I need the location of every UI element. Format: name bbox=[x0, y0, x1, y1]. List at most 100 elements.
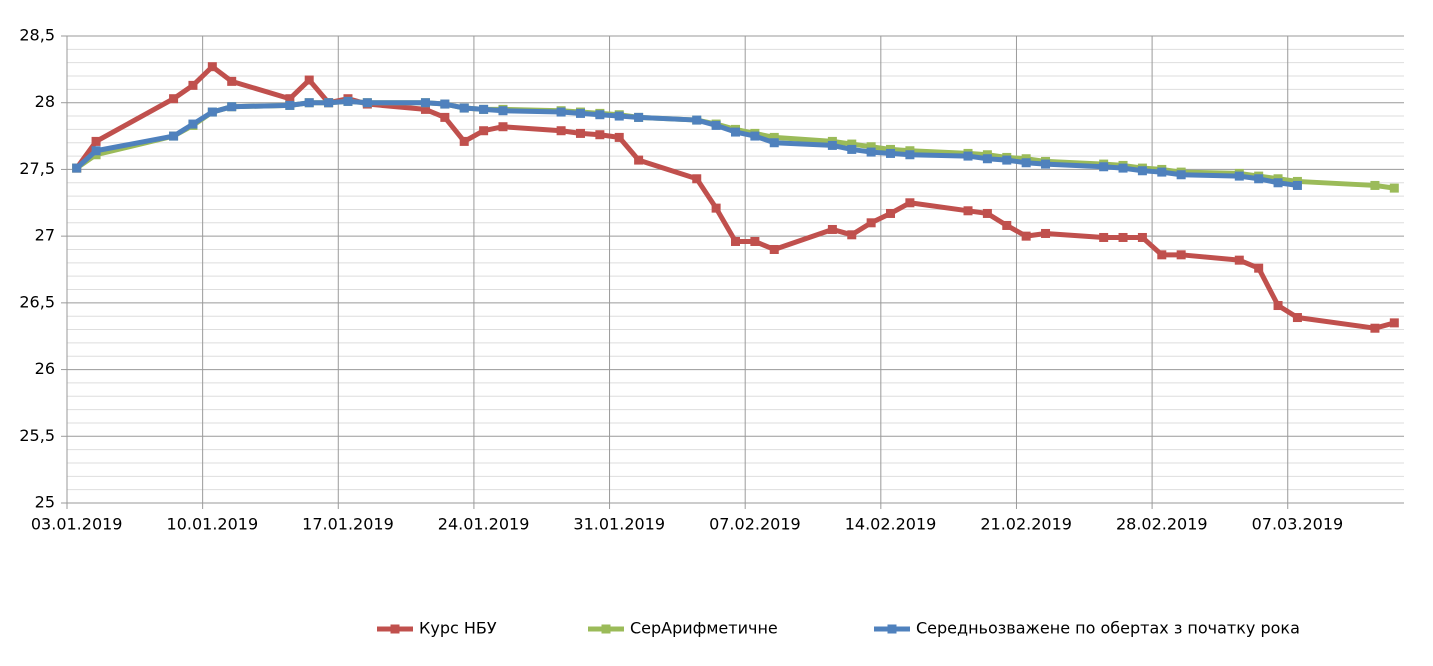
marker bbox=[1041, 159, 1051, 169]
marker bbox=[769, 138, 779, 148]
marker bbox=[595, 110, 605, 120]
marker bbox=[692, 115, 702, 125]
marker bbox=[614, 132, 624, 142]
marker bbox=[731, 127, 740, 137]
marker bbox=[1118, 232, 1128, 242]
marker bbox=[595, 130, 605, 140]
marker bbox=[1292, 313, 1302, 323]
y-tick-label: 27,5 bbox=[19, 159, 55, 178]
marker bbox=[420, 98, 430, 108]
marker bbox=[1176, 250, 1186, 260]
marker bbox=[711, 203, 721, 213]
marker bbox=[1389, 318, 1399, 328]
legend-label: Курс НБУ bbox=[419, 619, 497, 638]
marker bbox=[343, 96, 353, 106]
marker bbox=[1370, 323, 1380, 333]
marker bbox=[711, 120, 721, 130]
marker bbox=[866, 142, 876, 152]
marker bbox=[227, 102, 237, 112]
marker bbox=[1157, 167, 1167, 177]
x-tick-label: 24.01.2019 bbox=[438, 515, 530, 534]
marker bbox=[498, 122, 508, 132]
marker bbox=[1292, 180, 1302, 190]
marker bbox=[575, 128, 585, 138]
marker bbox=[847, 139, 857, 149]
marker bbox=[982, 154, 992, 164]
x-tick-label: 31.01.2019 bbox=[573, 515, 665, 534]
series-line bbox=[75, 98, 1298, 188]
marker bbox=[963, 151, 973, 161]
marker bbox=[1273, 178, 1283, 188]
marker bbox=[420, 104, 430, 114]
legend-label: Середньозважене по обертах з початку рок… bbox=[916, 619, 1300, 638]
marker bbox=[963, 206, 973, 216]
x-tick-label: 07.02.2019 bbox=[709, 515, 801, 534]
x-tick-label: 03.01.2019 bbox=[31, 515, 123, 534]
marker bbox=[1234, 255, 1244, 265]
marker bbox=[750, 131, 760, 141]
marker bbox=[188, 119, 198, 129]
marker bbox=[1021, 158, 1031, 168]
marker bbox=[304, 98, 314, 108]
marker bbox=[498, 106, 508, 116]
marker bbox=[769, 132, 779, 142]
y-tick-label: 25,5 bbox=[19, 426, 55, 445]
marker bbox=[1002, 220, 1012, 230]
marker bbox=[847, 230, 857, 240]
marker bbox=[1254, 174, 1264, 184]
marker bbox=[614, 111, 624, 121]
marker bbox=[285, 94, 295, 104]
marker bbox=[479, 126, 489, 136]
y-tick-label: 28 bbox=[35, 92, 55, 111]
x-tick-label: 28.02.2019 bbox=[1116, 515, 1208, 534]
marker bbox=[227, 76, 237, 86]
marker bbox=[169, 131, 179, 141]
marker bbox=[324, 98, 334, 108]
marker bbox=[634, 112, 644, 122]
marker bbox=[1118, 163, 1128, 173]
y-tick-label: 26,5 bbox=[19, 292, 55, 311]
marker bbox=[362, 98, 372, 108]
marker bbox=[1041, 228, 1051, 238]
legend-label: СерАрифметичне bbox=[630, 619, 778, 638]
marker bbox=[285, 100, 295, 110]
marker bbox=[1273, 301, 1283, 311]
marker bbox=[750, 236, 760, 246]
y-tick-label: 26 bbox=[35, 359, 55, 378]
x-tick-label: 10.01.2019 bbox=[167, 515, 259, 534]
marker bbox=[169, 94, 179, 104]
marker bbox=[72, 163, 82, 173]
x-tick-label: 17.01.2019 bbox=[302, 515, 394, 534]
marker bbox=[1157, 250, 1167, 260]
legend-marker bbox=[390, 624, 400, 634]
marker bbox=[1370, 180, 1380, 190]
legend-marker bbox=[601, 624, 611, 634]
marker bbox=[769, 244, 779, 254]
marker bbox=[905, 150, 915, 160]
marker bbox=[866, 147, 876, 157]
marker bbox=[827, 224, 837, 234]
marker bbox=[1099, 232, 1109, 242]
marker bbox=[634, 155, 644, 165]
x-tick-label: 21.02.2019 bbox=[980, 515, 1072, 534]
marker bbox=[459, 103, 469, 113]
marker bbox=[304, 75, 314, 85]
y-tick-label: 28,5 bbox=[19, 26, 55, 45]
marker bbox=[1137, 166, 1147, 176]
marker bbox=[1099, 162, 1109, 172]
marker bbox=[207, 62, 217, 72]
marker bbox=[91, 136, 101, 146]
marker bbox=[1021, 231, 1031, 241]
marker bbox=[982, 208, 992, 218]
marker bbox=[479, 104, 489, 114]
marker bbox=[575, 108, 585, 118]
marker bbox=[886, 148, 896, 158]
marker bbox=[440, 112, 450, 122]
marker bbox=[1234, 171, 1244, 181]
x-tick-label: 14.02.2019 bbox=[845, 515, 937, 534]
marker bbox=[1137, 232, 1147, 242]
marker bbox=[556, 107, 566, 117]
marker bbox=[1389, 183, 1399, 193]
marker bbox=[459, 136, 469, 146]
